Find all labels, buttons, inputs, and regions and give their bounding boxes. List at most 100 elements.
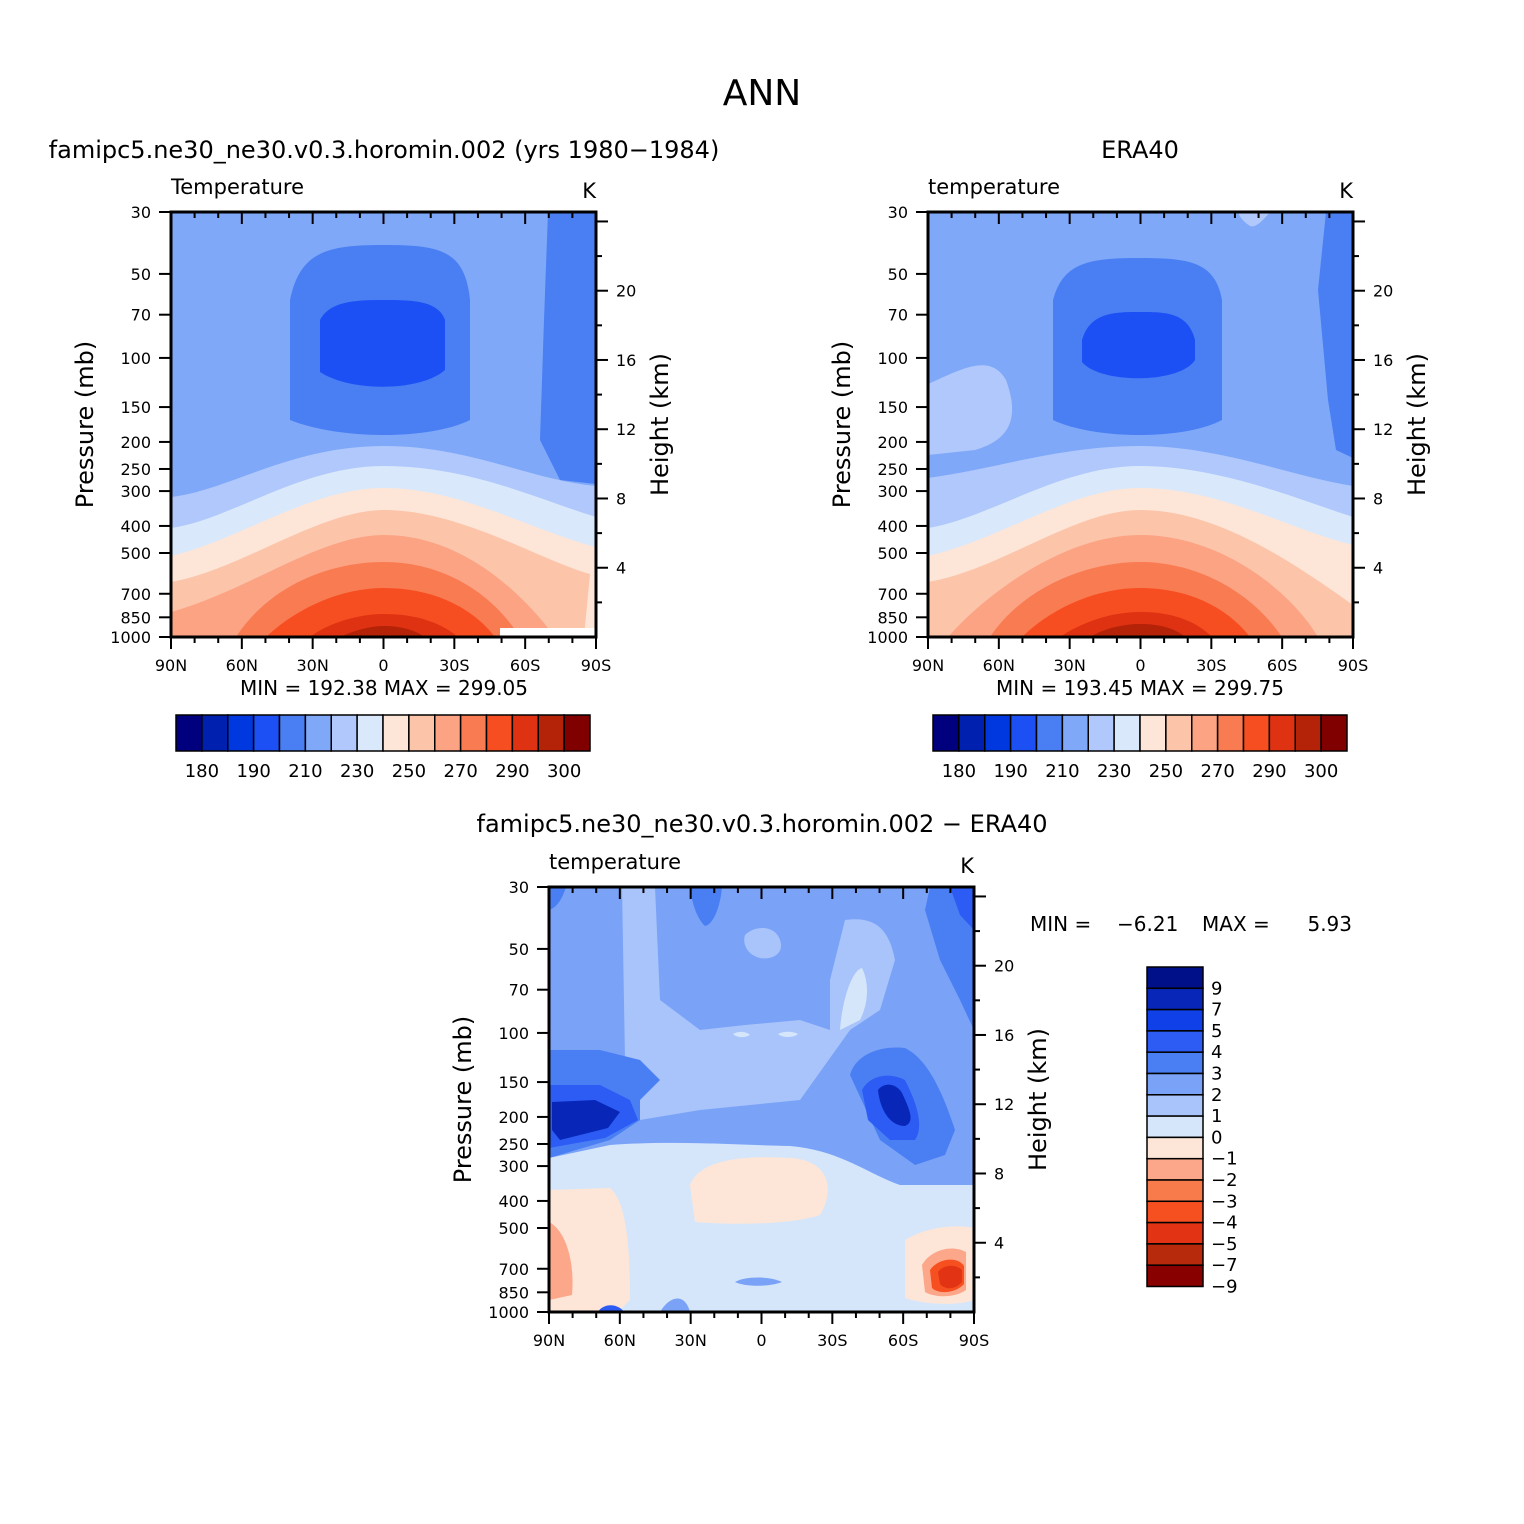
pressure-tick-label: 30	[509, 878, 529, 897]
colorbar-label: −3	[1211, 1191, 1238, 1212]
colorbar-label: 290	[1252, 761, 1286, 782]
panel-obs: ERA40 temperature K 30507010015020025030…	[828, 136, 1431, 782]
pressure-tick-label: 300	[498, 1157, 529, 1176]
colorbar-swatch	[201, 714, 229, 752]
height-tick-label: 8	[616, 489, 626, 508]
colorbar-label: 5	[1211, 1021, 1222, 1042]
colorbar-label: 4	[1211, 1042, 1222, 1063]
pressure-tick-label: 850	[877, 608, 908, 627]
colorbar-swatch	[330, 714, 358, 752]
panel-difference-left-label: temperature	[549, 850, 681, 874]
contour-band	[549, 1222, 573, 1300]
colorbar-swatch	[1146, 987, 1204, 1011]
contour-band	[1082, 312, 1195, 379]
contour-band	[320, 300, 445, 387]
colorbar-swatch	[1268, 714, 1296, 752]
pressure-tick-label: 850	[120, 608, 151, 627]
colorbar-swatch	[1146, 1072, 1204, 1096]
colorbar-label: 190	[993, 761, 1027, 782]
colorbar-label: −7	[1211, 1255, 1238, 1276]
missing-data-area	[500, 628, 596, 637]
colorbar-swatch	[252, 714, 281, 752]
height-tick-label: 16	[994, 1026, 1014, 1045]
height-tick-label: 16	[616, 351, 636, 370]
latitude-tick-label: 0	[1135, 656, 1145, 675]
latitude-tick-label: 90N	[912, 656, 944, 675]
pressure-tick-label: 1000	[110, 628, 151, 647]
contour-band	[1318, 212, 1353, 458]
colorbar-swatch	[1146, 1008, 1204, 1032]
contour-band	[660, 1298, 690, 1312]
colorbar-swatch	[1165, 714, 1193, 752]
latitude-tick-label: 60N	[983, 656, 1015, 675]
panel-model-contours	[171, 212, 596, 637]
pressure-tick-label: 50	[131, 265, 151, 284]
colorbar-label: 180	[942, 761, 976, 782]
contour-band	[598, 1305, 624, 1312]
pressure-tick-label: 150	[498, 1073, 529, 1092]
colorbar-label: 7	[1211, 1000, 1222, 1021]
colorbar-swatch	[485, 714, 514, 752]
colorbar-swatch	[932, 714, 960, 752]
colorbar-label: 250	[392, 761, 426, 782]
colorbar-label: 290	[495, 761, 529, 782]
contour-band	[340, 626, 425, 637]
latitude-tick-label: 30N	[1054, 656, 1086, 675]
panel-obs-stats: MIN = 193.45 MAX = 299.75	[996, 676, 1284, 700]
colorbar-swatch	[1146, 1264, 1204, 1288]
pressure-tick-label: 200	[877, 433, 908, 452]
colorbar-label: −5	[1211, 1234, 1238, 1255]
contour-band	[950, 887, 974, 930]
colorbar-label: 180	[185, 761, 219, 782]
contour-band	[540, 212, 596, 484]
colorbar-swatch	[175, 714, 203, 752]
height-tick-label: 8	[994, 1164, 1004, 1183]
colorbar-label: 190	[236, 761, 270, 782]
latitude-tick-label: 90N	[155, 656, 187, 675]
colorbar-label: 270	[1200, 761, 1234, 782]
latitude-tick-label: 90S	[581, 656, 612, 675]
pressure-axis-label: Pressure (mb)	[828, 341, 856, 508]
colorbar-label: −9	[1211, 1277, 1238, 1298]
colorbar-swatch	[1146, 966, 1204, 990]
contour-band	[733, 1031, 750, 1038]
contour-band	[690, 1157, 828, 1224]
latitude-tick-label: 0	[756, 1331, 766, 1350]
colorbar-swatch	[537, 714, 565, 752]
pressure-tick-label: 200	[498, 1108, 529, 1127]
colorbar-swatch	[563, 714, 591, 752]
panel-difference-units: K	[960, 854, 975, 878]
latitude-tick-label: 60S	[1267, 656, 1298, 675]
pressure-tick-label: 1000	[488, 1303, 529, 1322]
colorbar-swatch	[1146, 1094, 1204, 1117]
pressure-tick-label: 100	[498, 1024, 529, 1043]
pressure-tick-label: 400	[120, 517, 151, 536]
panel-obs-colorbar: 180 190 210 230 250 270 290 300	[932, 714, 1348, 782]
colorbar-swatch	[1035, 714, 1064, 752]
colorbar-swatch	[356, 714, 384, 752]
pressure-tick-label: 1000	[867, 628, 908, 647]
contour-band	[549, 1142, 974, 1312]
colorbar-swatch	[958, 714, 986, 752]
colorbar-label: 2	[1211, 1085, 1222, 1106]
colorbar-swatch	[1146, 1157, 1204, 1181]
colorbar-swatch	[382, 714, 410, 752]
colorbar-swatch	[1146, 1221, 1204, 1245]
colorbar-label: 1	[1211, 1106, 1222, 1127]
height-tick-label: 20	[616, 282, 636, 301]
colorbar-swatch	[1242, 714, 1271, 752]
latitude-tick-label: 30S	[817, 1331, 848, 1350]
colorbar-label: 230	[340, 761, 374, 782]
height-tick-label: 8	[1373, 489, 1383, 508]
colorbar-label: −2	[1211, 1170, 1238, 1191]
contour-band	[878, 1084, 911, 1126]
contour-band	[744, 928, 781, 959]
pressure-axis-label: Pressure (mb)	[449, 1016, 477, 1183]
pressure-axis-label: Pressure (mb)	[71, 341, 99, 508]
height-axis-label: Height (km)	[646, 353, 674, 496]
panel-difference-min-label: MIN =	[1030, 912, 1091, 936]
